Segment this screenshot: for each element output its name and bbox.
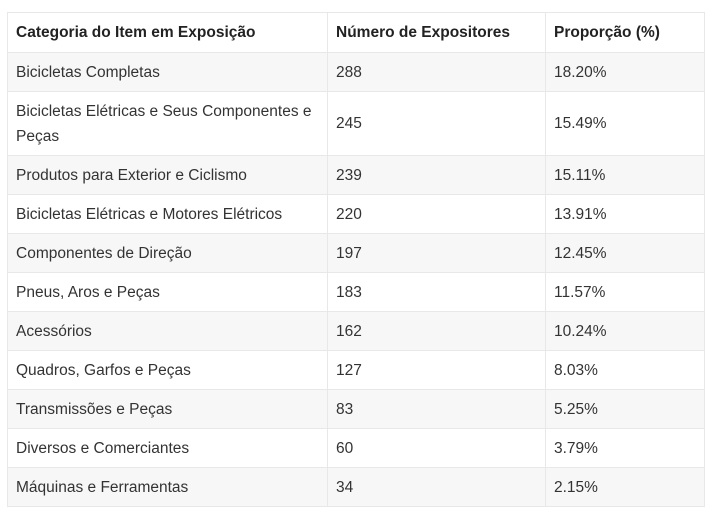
exhibitors-cell: 34 [327,467,546,507]
table-row: Pneus, Aros e Peças 183 11.57% [7,272,705,312]
table-row: Transmissões e Peças 83 5.25% [7,389,705,429]
proportion-cell: 3.79% [545,428,705,468]
proportion-cell: 15.49% [545,91,705,156]
category-cell: Acessórios [7,311,328,351]
category-cell: Quadros, Garfos e Peças [7,350,328,390]
table-row: Componentes de Direção 197 12.45% [7,233,705,273]
proportion-cell: 5.25% [545,389,705,429]
exhibitors-cell: 127 [327,350,546,390]
header-exhibitors: Número de Expositores [327,12,546,53]
proportion-cell: 11.57% [545,272,705,312]
exhibitors-cell: 197 [327,233,546,273]
table-row: Produtos para Exterior e Ciclismo 239 15.1… [7,155,705,195]
header-proportion: Proporção (%) [545,12,705,53]
category-cell: Bicicletas Elétricas e Motores Elétricos [7,194,328,234]
proportion-cell: 15.11% [545,155,705,195]
exhibitors-cell: 162 [327,311,546,351]
category-cell: Pneus, Aros e Peças [7,272,328,312]
category-cell: Produtos para Exterior e Ciclismo [7,155,328,195]
proportion-cell: 10.24% [545,311,705,351]
exhibitors-cell: 83 [327,389,546,429]
exhibitors-cell: 288 [327,52,546,92]
category-cell: Bicicletas Completas [7,52,328,92]
exhibitors-cell: 60 [327,428,546,468]
proportion-cell: 8.03% [545,350,705,390]
table-row: Bicicletas Elétricas e Motores Elétricos… [7,194,705,234]
table-row: Máquinas e Ferramentas 34 2.15% [7,467,705,507]
exhibitor-category-table: Categoria do Item em Exposição Número de… [7,12,705,507]
table-row: Bicicletas Elétricas e Seus Componentes … [7,91,705,156]
proportion-cell: 2.15% [545,467,705,507]
category-cell: Bicicletas Elétricas e Seus Componentes … [7,91,328,156]
category-cell: Máquinas e Ferramentas [7,467,328,507]
table-row: Diversos e Comerciantes 60 3.79% [7,428,705,468]
proportion-cell: 12.45% [545,233,705,273]
exhibitors-cell: 245 [327,91,546,156]
proportion-cell: 13.91% [545,194,705,234]
exhibitors-cell: 183 [327,272,546,312]
exhibitors-cell: 220 [327,194,546,234]
category-cell: Diversos e Comerciantes [7,428,328,468]
table-row: Acessórios 162 10.24% [7,311,705,351]
exhibitors-cell: 239 [327,155,546,195]
proportion-cell: 18.20% [545,52,705,92]
table-row: Quadros, Garfos e Peças 127 8.03% [7,350,705,390]
header-category: Categoria do Item em Exposição [7,12,328,53]
header-row: Categoria do Item em Exposição Número de… [7,12,705,53]
table-row: Bicicletas Completas 288 18.20% [7,52,705,92]
category-cell: Componentes de Direção [7,233,328,273]
category-cell: Transmissões e Peças [7,389,328,429]
